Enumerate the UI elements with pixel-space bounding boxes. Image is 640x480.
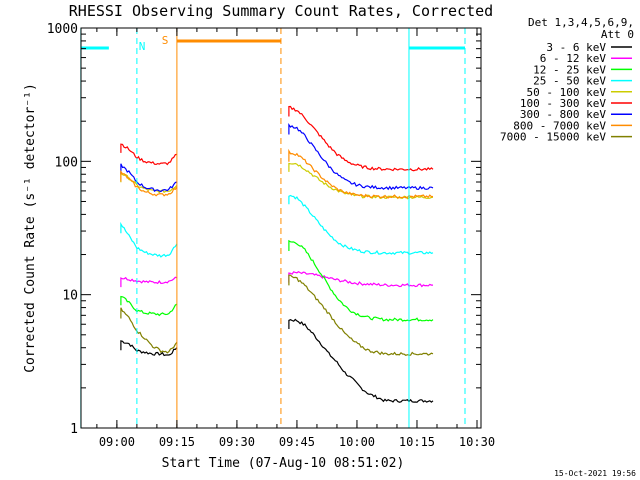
x-tick-label: 10:30: [459, 435, 495, 449]
y-tick-label: 1000: [47, 22, 78, 37]
x-axis-label: Start Time (07-Aug-10 08:51:02): [162, 456, 405, 471]
legend-item-label: 300 - 800 keV: [520, 108, 606, 121]
series-line-7-segment-0: [120, 169, 178, 197]
timestamp: 15-Oct-2021 19:56: [554, 469, 636, 478]
night-label: N: [139, 40, 146, 53]
x-tick-label: 09:45: [279, 435, 315, 449]
legend-item-label: 800 - 7000 keV: [513, 119, 606, 132]
legend-header-line2: Att 0: [601, 28, 634, 41]
series-line-2-segment-0: [120, 295, 178, 317]
x-tick-label: 10:00: [339, 435, 375, 449]
y-tick-label: 100: [55, 155, 78, 170]
legend-item-label: 6 - 12 keV: [540, 52, 607, 65]
legend-item-label: 100 - 300 keV: [520, 97, 606, 110]
series-line-1-segment-0: [120, 276, 178, 288]
y-axis: 1 10 100 1000: [47, 22, 481, 437]
x-tick-label: 10:15: [399, 435, 435, 449]
series-line-6-segment-0: [120, 163, 178, 193]
legend-header-line1: Det 1,3,4,5,6,9,: [528, 16, 634, 29]
series-line-3-segment-0: [120, 221, 178, 258]
legend-item-label: 50 - 100 keV: [527, 86, 607, 99]
chart-title: RHESSI Observing Summary Count Rates, Co…: [69, 2, 493, 20]
legend-item-label: 12 - 25 keV: [533, 63, 606, 76]
saa-label: S: [162, 34, 169, 47]
y-tick-label: 10: [62, 289, 78, 304]
series-line-0-segment-0: [120, 340, 178, 357]
y-axis-label: Corrected Count Rate (s⁻¹ detector⁻¹): [23, 83, 38, 373]
x-axis: 09:00 09:15 09:30 09:45 10:00 10:15 10:30: [96, 28, 495, 449]
x-tick-label: 09:30: [219, 435, 255, 449]
plot-frame: [80, 27, 482, 429]
y-tick-label: 1: [70, 422, 78, 437]
x-tick-label: 09:00: [99, 435, 135, 449]
series-line-5-segment-0: [120, 143, 178, 166]
legend-item-label: 3 - 6 keV: [546, 41, 606, 54]
series-line-8-segment-0: [120, 307, 178, 354]
legend-item-label: 25 - 50 keV: [533, 75, 606, 88]
x-tick-label: 09:15: [159, 435, 195, 449]
legend-item-label: 7000 - 15000 keV: [500, 131, 606, 144]
